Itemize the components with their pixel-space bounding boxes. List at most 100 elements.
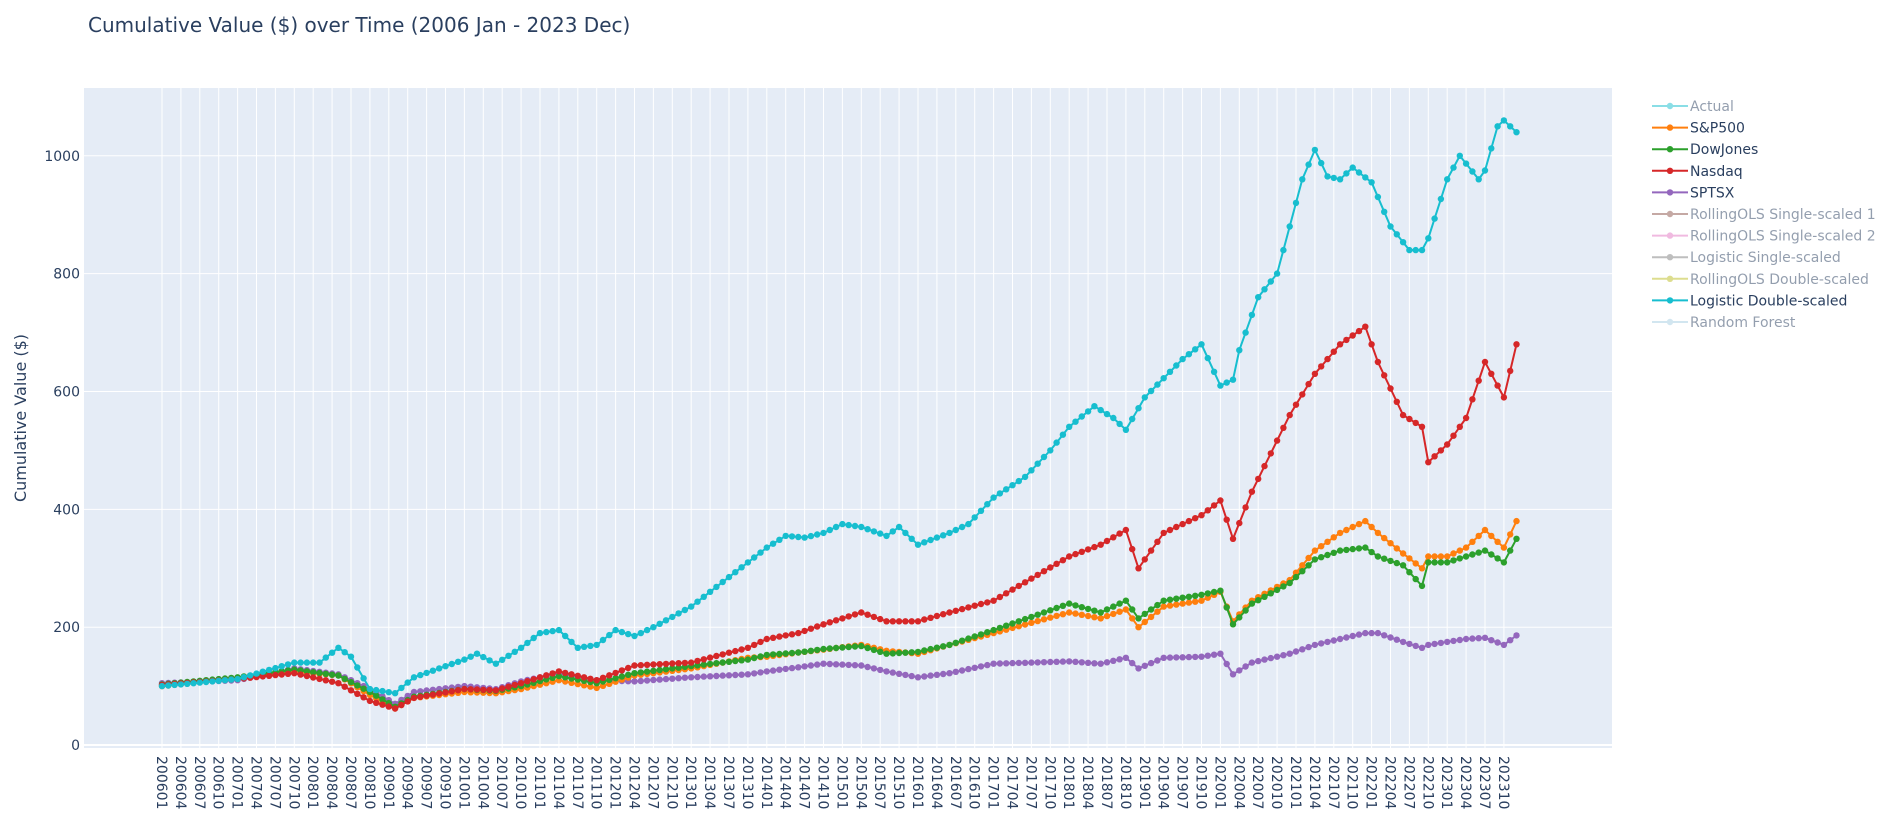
data-point-nasdaq xyxy=(681,659,689,667)
data-point-sptsx xyxy=(788,664,796,672)
legend-item-nasdaq[interactable]: Nasdaq xyxy=(1652,164,1743,180)
series-dowjones xyxy=(158,535,1520,710)
data-point-sptsx xyxy=(1185,653,1193,661)
data-point-dowjones xyxy=(1204,590,1212,597)
plot-area xyxy=(84,88,1612,748)
data-point-nasdaq xyxy=(851,611,859,618)
data-point-dowjones xyxy=(360,685,367,692)
x-tick-label: 202201 xyxy=(1363,756,1379,809)
data-point-dowjones xyxy=(940,643,947,650)
data-point-logistic-double-scaled xyxy=(165,682,172,689)
legend-item-actual[interactable]: Actual xyxy=(1652,99,1734,115)
data-point-s-p500 xyxy=(1500,544,1508,551)
data-point-sptsx xyxy=(662,675,670,683)
data-point-sptsx xyxy=(1412,642,1419,650)
data-point-logistic-double-scaled xyxy=(820,529,827,537)
data-point-logistic-double-scaled xyxy=(221,677,229,684)
data-point-sptsx xyxy=(889,669,896,676)
data-point-logistic-double-scaled xyxy=(1242,329,1249,336)
x-tick-label: 201407 xyxy=(796,756,812,809)
data-point-sptsx xyxy=(984,661,991,669)
legend-item-logistic-double-scaled[interactable]: Logistic Double-scaled xyxy=(1652,293,1847,309)
legend-item-random-forest[interactable]: Random Forest xyxy=(1652,315,1796,331)
x-tick-label: 201301 xyxy=(682,756,698,809)
legend-item-s-p500[interactable]: S&P500 xyxy=(1652,121,1745,137)
data-point-logistic-double-scaled xyxy=(933,534,941,541)
data-point-sptsx xyxy=(700,673,707,680)
x-tick-label: 201504 xyxy=(852,756,868,810)
data-point-nasdaq xyxy=(1053,560,1060,567)
legend-item-rollingols-single-scaled-2[interactable]: RollingOLS Single-scaled 2 xyxy=(1652,229,1876,245)
legend-item-logistic-single-scaled[interactable]: Logistic Single-scaled xyxy=(1652,250,1841,266)
data-point-logistic-double-scaled xyxy=(713,583,720,591)
data-point-s-p500 xyxy=(1053,612,1060,620)
data-point-nasdaq xyxy=(958,605,966,613)
data-point-nasdaq xyxy=(814,623,821,630)
legend[interactable]: Actual S&P500 DowJones Nasdaq SPTSX RollingOL… xyxy=(1652,99,1876,331)
data-point-nasdaq xyxy=(486,686,493,694)
data-point-logistic-double-scaled xyxy=(1399,239,1407,246)
data-point-logistic-double-scaled xyxy=(732,569,739,576)
data-point-logistic-double-scaled xyxy=(1129,415,1136,423)
data-point-nasdaq xyxy=(1147,547,1155,554)
data-point-sptsx xyxy=(1028,659,1035,666)
legend-label: Random Forest xyxy=(1690,315,1796,331)
data-point-dowjones xyxy=(1003,622,1010,629)
data-point-nasdaq xyxy=(1318,363,1325,370)
data-point-nasdaq xyxy=(990,597,997,604)
data-point-nasdaq xyxy=(1286,411,1293,419)
data-point-dowjones xyxy=(650,667,657,674)
data-point-dowjones xyxy=(1481,547,1489,554)
data-point-sptsx xyxy=(1475,635,1482,642)
data-point-nasdaq xyxy=(429,691,437,698)
x-tick-label: 201810 xyxy=(1117,756,1133,809)
legend-item-dowjones[interactable]: DowJones xyxy=(1652,142,1758,158)
data-point-nasdaq xyxy=(650,661,657,668)
x-tick-label: 201204 xyxy=(626,756,642,810)
data-point-s-p500 xyxy=(1116,608,1123,615)
data-point-logistic-double-scaled xyxy=(656,620,663,627)
data-point-logistic-double-scaled xyxy=(839,520,846,528)
data-point-logistic-double-scaled xyxy=(549,627,556,635)
x-tick-label: 202204 xyxy=(1382,756,1398,810)
x-tick-label: 201707 xyxy=(1022,756,1038,809)
y-tick-label: 0 xyxy=(71,738,80,754)
legend-label: RollingOLS Double-scaled xyxy=(1690,272,1869,288)
data-point-nasdaq xyxy=(398,701,405,709)
data-point-nasdaq xyxy=(265,672,273,679)
data-point-nasdaq xyxy=(1513,341,1520,348)
data-point-nasdaq xyxy=(505,683,512,690)
legend-item-rollingols-double-scaled[interactable]: RollingOLS Double-scaled xyxy=(1652,272,1869,288)
legend-item-rollingols-single-scaled-1[interactable]: RollingOLS Single-scaled 1 xyxy=(1652,207,1876,223)
data-point-nasdaq xyxy=(643,661,651,668)
data-point-logistic-double-scaled xyxy=(1481,167,1489,174)
data-point-s-p500 xyxy=(1450,550,1457,557)
data-point-dowjones xyxy=(713,660,720,667)
data-point-s-p500 xyxy=(1084,612,1092,620)
data-point-s-p500 xyxy=(1110,610,1117,618)
data-point-dowjones xyxy=(1242,607,1249,614)
data-point-nasdaq xyxy=(360,694,367,701)
data-point-nasdaq xyxy=(1456,423,1464,430)
data-point-nasdaq xyxy=(732,647,739,655)
data-point-dowjones xyxy=(675,664,682,671)
data-point-nasdaq xyxy=(914,618,922,625)
data-point-nasdaq xyxy=(788,631,796,638)
data-point-nasdaq xyxy=(807,625,815,632)
data-point-logistic-double-scaled xyxy=(1280,246,1287,254)
data-point-logistic-double-scaled xyxy=(921,539,928,546)
data-point-sptsx xyxy=(643,677,651,684)
data-point-nasdaq xyxy=(442,689,449,696)
data-point-sptsx xyxy=(417,688,424,695)
data-point-nasdaq xyxy=(1154,538,1161,545)
legend-swatch-marker xyxy=(1666,254,1674,261)
data-point-nasdaq xyxy=(921,616,928,623)
data-point-logistic-double-scaled xyxy=(1488,145,1495,152)
data-point-logistic-double-scaled xyxy=(1198,341,1205,348)
data-point-nasdaq xyxy=(1261,462,1268,470)
data-point-s-p500 xyxy=(1040,616,1048,623)
legend-item-sptsx[interactable]: SPTSX xyxy=(1652,185,1735,201)
data-point-nasdaq xyxy=(1135,565,1142,572)
data-point-dowjones xyxy=(1425,559,1432,566)
data-point-nasdaq xyxy=(492,687,500,694)
